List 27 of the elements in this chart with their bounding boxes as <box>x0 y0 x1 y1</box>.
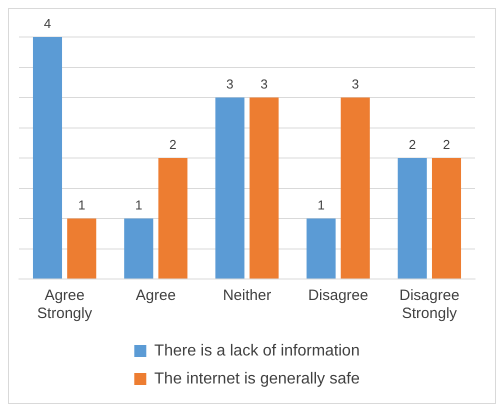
x-tick-label: Disagree Strongly <box>399 287 460 322</box>
bar <box>32 37 62 278</box>
bar <box>215 98 244 278</box>
bar <box>398 158 427 278</box>
data-label: 2 <box>408 137 416 152</box>
bar <box>124 218 154 278</box>
data-label: 2 <box>442 137 450 152</box>
bar <box>67 218 96 278</box>
bar <box>340 98 370 278</box>
bar <box>250 98 279 278</box>
data-label: 1 <box>317 198 325 213</box>
x-tick-label: Agree <box>136 287 176 304</box>
legend-label: The internet is generally safe <box>154 370 360 388</box>
data-label: 1 <box>78 198 86 213</box>
data-label: 2 <box>169 137 177 152</box>
bar <box>158 158 188 278</box>
x-tick-label: Neither <box>222 287 272 304</box>
data-label: 3 <box>226 76 234 92</box>
data-label: 3 <box>260 76 268 92</box>
data-label: 4 <box>44 16 52 32</box>
legend-label: There is a lack of information <box>154 342 360 360</box>
bar <box>306 218 336 278</box>
bar <box>432 158 462 278</box>
data-label: 3 <box>352 76 359 92</box>
data-label: 1 <box>135 198 142 213</box>
x-tick-label: Agree Strongly <box>37 287 93 322</box>
x-tick-label: Disagree <box>308 287 368 304</box>
